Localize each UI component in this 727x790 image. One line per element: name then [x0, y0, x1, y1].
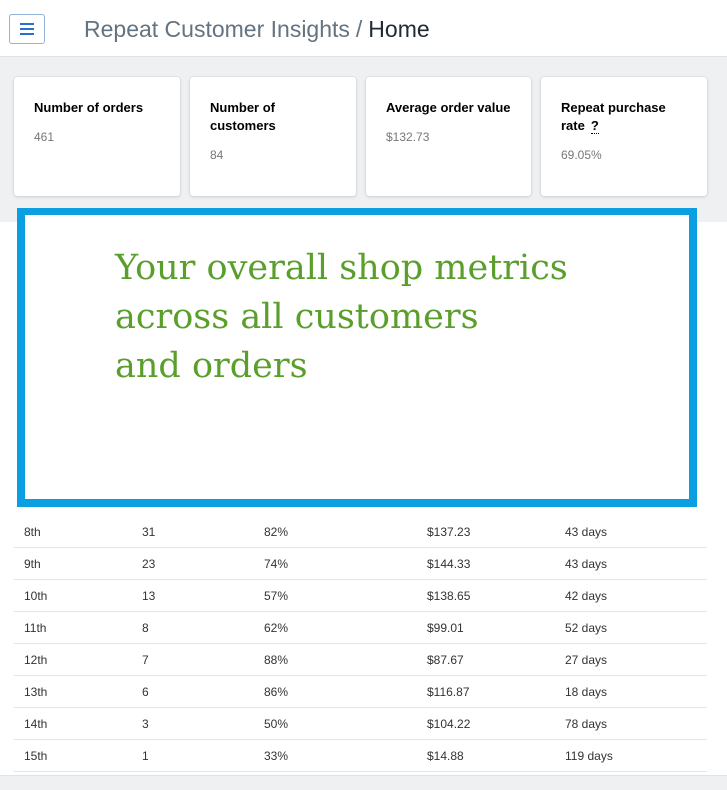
metric-label-line: customers [210, 118, 276, 133]
metric-value: 84 [210, 148, 224, 162]
header: Repeat Customer Insights / Home [0, 0, 727, 57]
metric-label-line: rate [561, 118, 585, 133]
table-cell: 18 days [565, 685, 608, 699]
table-cell: 78 days [565, 717, 608, 731]
page-title: Home [368, 16, 430, 42]
orders-table: 8th 31 82% $137.23 43 days 9th 23 74% $144.33 43 … [14, 516, 707, 772]
metric-label-line: Average order value [386, 100, 511, 115]
table-cell: 7 [142, 653, 149, 667]
table-cell: 3 [142, 717, 149, 731]
callout-line: and orders [115, 346, 308, 386]
table-cell: 14th [24, 717, 48, 731]
callout-line: Your overall shop metrics [115, 248, 568, 288]
help-tooltip[interactable]: ? [590, 118, 599, 134]
table-cell: $116.87 [427, 685, 470, 699]
table-cell: $99.01 [427, 621, 464, 635]
table-cell: $137.23 [427, 525, 471, 539]
footer-strip [0, 775, 727, 790]
metric-label-line: Repeat purchase [561, 100, 666, 115]
metric-card: Number of orders 461 [14, 77, 180, 196]
table-cell: 43 days [565, 525, 608, 539]
menu-button[interactable] [9, 14, 45, 44]
table-cell: 27 days [565, 653, 608, 667]
table-cell: $104.22 [427, 717, 471, 731]
table-cell: 11th [24, 621, 47, 635]
table-cell: 31 [142, 525, 156, 539]
table-cell: 62% [264, 621, 289, 635]
table-cell: 82% [264, 525, 289, 539]
table-cell: 1 [142, 749, 149, 763]
table-cell: 23 [142, 557, 156, 571]
table-cell: 57% [264, 589, 289, 603]
table-cell: $87.67 [427, 653, 464, 667]
metric-label: Number of customers [210, 99, 336, 135]
table-cell: 12th [24, 653, 48, 667]
table-row: 15th 1 33% $14.88 119 days [14, 740, 707, 772]
table-cell: 13 [142, 589, 156, 603]
metric-card: Number of customers 84 [190, 77, 356, 196]
table-cell: 8th [24, 525, 41, 539]
metric-label: Number of orders [34, 99, 160, 117]
table-cell: 52 days [565, 621, 608, 635]
table-cell: 50% [264, 717, 289, 731]
table-cell: $14.88 [427, 749, 464, 763]
table-row: 8th 31 82% $137.23 43 days [14, 516, 707, 548]
table-cell: $138.65 [427, 589, 471, 603]
metric-card: Repeat purchase rate? 69.05% [541, 77, 707, 196]
callout: Your overall shop metrics across all cust… [17, 208, 697, 507]
breadcrumb: Repeat Customer Insights / Home [84, 16, 430, 43]
metric-label: Average order value [386, 99, 511, 117]
table-row: 9th 23 74% $144.33 43 days [14, 548, 707, 580]
table-row: 10th 13 57% $138.65 42 days [14, 580, 707, 612]
app-title[interactable]: Repeat Customer Insights [84, 16, 350, 42]
table-cell: 42 days [565, 589, 608, 603]
table-cell: 15th [24, 749, 48, 763]
table-cell: 8 [142, 621, 149, 635]
table-row: 14th 3 50% $104.22 78 days [14, 708, 707, 740]
table-cell: $144.33 [427, 557, 471, 571]
table-cell: 13th [24, 685, 48, 699]
table-row: 12th 7 88% $87.67 27 days [14, 644, 707, 676]
table-cell: 74% [264, 557, 289, 571]
breadcrumb-separator: / [355, 16, 363, 42]
metric-value: 461 [34, 130, 55, 144]
table-cell: 43 days [565, 557, 608, 571]
metric-card: Average order value $132.73 [366, 77, 531, 196]
table-cell: 6 [142, 685, 149, 699]
table-cell: 10th [24, 589, 48, 603]
table-cell: 86% [264, 685, 289, 699]
metric-label-line: Number of orders [34, 100, 144, 115]
callout-line: across all customers [115, 297, 479, 337]
table-row: 13th 6 86% $116.87 18 days [14, 676, 707, 708]
table-cell: 33% [264, 749, 289, 763]
table-row: 11th 8 62% $99.01 52 days [14, 612, 707, 644]
metric-value: $132.73 [386, 130, 430, 144]
table-cell: 9th [24, 557, 41, 571]
metric-label-line: Number of [210, 100, 275, 115]
metric-label: Repeat purchase rate? [561, 99, 687, 135]
table-cell: 88% [264, 653, 289, 667]
metric-value: 69.05% [561, 148, 602, 162]
table-cell: 119 days [565, 749, 613, 763]
